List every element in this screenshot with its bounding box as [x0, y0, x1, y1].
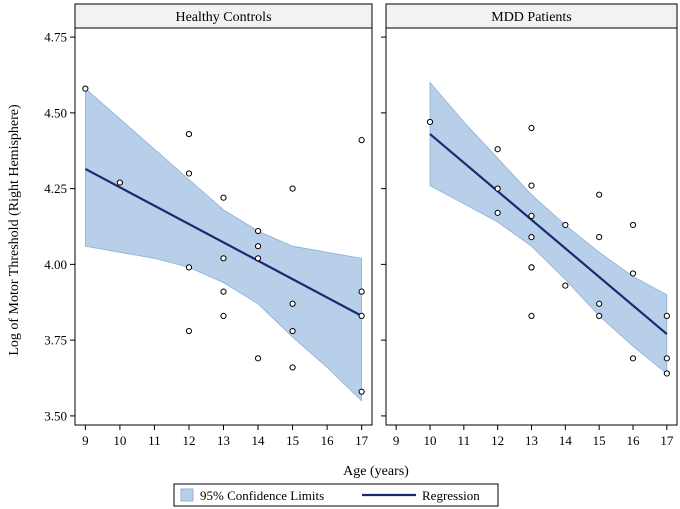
data-point	[426, 118, 434, 126]
data-point	[663, 370, 670, 377]
y-axis-title: Log of Motor Threshold (Right Hemisphere…	[7, 104, 22, 356]
panel-mdd-patients: MDD Patients 9 10 11 12 13 14 15 16 17	[381, 3, 678, 448]
data-point	[358, 312, 365, 320]
x-tick-label: 15	[286, 433, 299, 448]
x-axis-title: Age (years)	[343, 464, 409, 479]
data-point	[494, 146, 501, 153]
data-point	[82, 85, 89, 92]
x-tick-label: 11	[458, 433, 471, 448]
x-tick-label: 13	[525, 433, 538, 448]
data-point	[358, 388, 365, 395]
data-point	[528, 264, 535, 271]
x-tick-label: 13	[217, 433, 230, 448]
x-tick-label: 12	[182, 433, 195, 448]
y-tick-label: 4.75	[44, 30, 67, 45]
y-tick-label: 3.50	[44, 408, 67, 423]
data-point	[289, 364, 296, 371]
x-tick-label: 17	[660, 433, 674, 448]
x-tick-label: 15	[593, 433, 606, 448]
regression-line	[84, 167, 363, 317]
x-tick-label: 12	[491, 433, 504, 448]
data-point	[185, 130, 193, 138]
data-point	[185, 327, 193, 335]
x-tick-label: 16	[321, 433, 335, 448]
data-point	[629, 270, 637, 277]
data-point	[254, 227, 262, 235]
data-point	[629, 355, 637, 362]
data-point	[562, 282, 569, 289]
data-point	[663, 312, 670, 320]
data-point	[289, 185, 296, 192]
data-point	[562, 221, 569, 229]
data-point	[185, 264, 193, 271]
x-tick-label: 10	[113, 433, 126, 448]
panel-title: MDD Patients	[491, 10, 572, 25]
data-point	[116, 179, 123, 186]
data-point	[220, 194, 227, 201]
data-point	[596, 234, 603, 241]
data-point	[358, 288, 365, 295]
data-point	[528, 234, 535, 241]
legend-regression-label: Regression	[422, 488, 480, 503]
x-tick-label: 9	[82, 433, 89, 448]
data-point	[528, 182, 535, 189]
legend: 95% Confidence Limits Regression	[173, 483, 499, 507]
data-point	[596, 191, 603, 198]
data-point	[289, 300, 296, 307]
x-tick-label: 17	[355, 433, 369, 448]
data-point	[220, 312, 227, 320]
data-point	[358, 137, 365, 144]
panel-healthy-controls: Healthy Controls 9 10 11 12 13 14 15 16 17	[70, 3, 373, 448]
y-tick-label: 4.50	[44, 105, 67, 120]
data-point	[596, 312, 603, 320]
data-point	[254, 243, 262, 250]
data-point	[528, 124, 535, 132]
x-tick-label: 10	[423, 433, 436, 448]
data-point	[663, 355, 670, 362]
y-tick-labels: 3.50 3.75 4.00 4.25 4.50 4.75	[44, 30, 67, 424]
y-tick-label: 4.00	[44, 257, 67, 272]
data-point	[596, 300, 603, 307]
data-point	[494, 209, 501, 216]
legend-band-label: 95% Confidence Limits	[200, 488, 324, 503]
y-tick-label: 4.25	[44, 181, 67, 196]
data-point	[528, 212, 535, 219]
x-tick-label: 9	[393, 433, 400, 448]
panel-title: Healthy Controls	[175, 10, 271, 25]
x-tick-label: 11	[148, 433, 161, 448]
data-point	[629, 221, 637, 229]
x-tick-label: 16	[627, 433, 641, 448]
data-point	[528, 312, 535, 320]
data-point	[254, 355, 262, 362]
panel-header	[74, 3, 373, 29]
y-tick-label: 3.75	[44, 333, 67, 348]
panel-header	[385, 3, 678, 29]
legend-frame	[173, 483, 499, 507]
data-point	[220, 255, 227, 262]
legend-band-swatch	[180, 488, 194, 502]
x-tick-label: 14	[252, 433, 266, 448]
data-point	[254, 255, 262, 262]
data-point	[220, 288, 227, 295]
data-point	[185, 170, 193, 177]
data-point	[494, 185, 501, 192]
confidence-band	[85, 87, 362, 402]
regression-line	[429, 133, 668, 335]
data-point	[289, 327, 296, 335]
x-tick-label: 14	[559, 433, 573, 448]
